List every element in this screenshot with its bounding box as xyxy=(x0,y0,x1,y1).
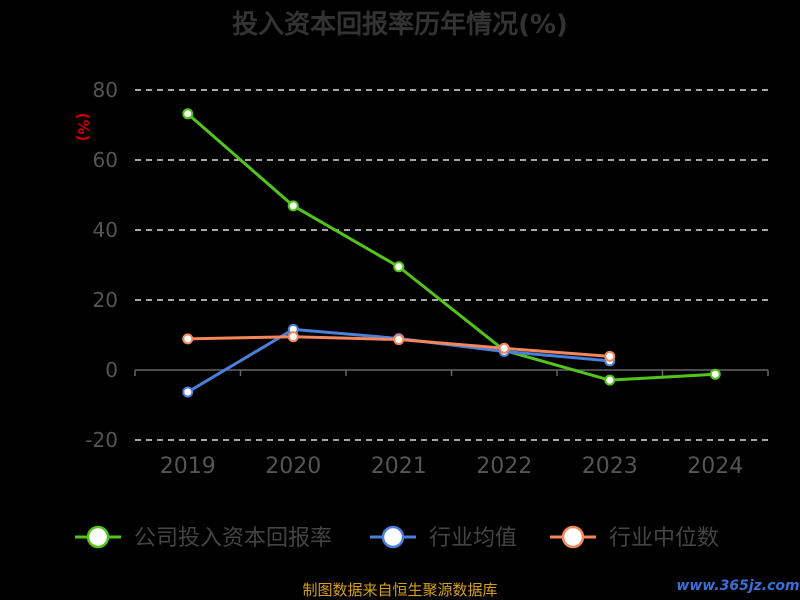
data-point xyxy=(604,350,616,362)
x-tick-label: 2022 xyxy=(476,454,532,479)
y-tick-label: 0 xyxy=(105,358,118,382)
watermark: www.365jz.com xyxy=(676,578,799,594)
series-1 xyxy=(182,108,721,386)
data-point xyxy=(182,333,194,345)
y-axis-label: (%) xyxy=(74,113,92,142)
chart-title: 投入资本回报率历年情况(%) xyxy=(232,9,568,40)
x-tick-label: 2021 xyxy=(371,454,427,479)
series-3 xyxy=(182,331,616,362)
legend-item[interactable]: 公司投入资本回报率 xyxy=(75,525,332,551)
data-point xyxy=(182,386,194,398)
grid-lines xyxy=(135,89,768,441)
data-point xyxy=(498,342,510,354)
legend-label: 公司投入资本回报率 xyxy=(134,526,332,551)
series-line xyxy=(186,112,716,382)
y-tick-label: 20 xyxy=(93,288,118,312)
y-tick-label: 40 xyxy=(93,218,118,242)
legend-marker xyxy=(86,525,110,549)
x-tick-label: 2019 xyxy=(160,454,216,479)
y-tick-label: 80 xyxy=(93,78,118,102)
data-point xyxy=(287,200,299,212)
data-point xyxy=(182,108,194,120)
legend-marker xyxy=(381,525,405,549)
x-tick-label: 2024 xyxy=(687,454,743,479)
x-axis xyxy=(134,369,769,376)
y-tick-label: -20 xyxy=(85,428,118,452)
data-point xyxy=(604,374,616,386)
data-point xyxy=(709,368,721,380)
legend-item[interactable]: 行业均值 xyxy=(370,525,517,551)
legend: 公司投入资本回报率 行业均值 行业中位数 xyxy=(75,525,719,551)
data-point xyxy=(393,334,405,346)
legend-marker xyxy=(561,525,585,549)
y-tick-labels: 80 60 40 20 0 -20 xyxy=(85,78,118,452)
series-lines xyxy=(182,108,721,398)
x-tick-labels: 2019 2020 2021 2022 2023 2024 xyxy=(160,454,744,479)
data-point xyxy=(393,261,405,273)
legend-label: 行业均值 xyxy=(429,526,517,551)
y-tick-label: 60 xyxy=(93,148,118,172)
data-point xyxy=(287,331,299,343)
source-note: 制图数据来自恒生聚源数据库 xyxy=(302,581,497,599)
legend-label: 行业中位数 xyxy=(609,526,719,551)
x-tick-label: 2020 xyxy=(265,454,321,479)
legend-item[interactable]: 行业中位数 xyxy=(550,525,719,551)
x-tick-label: 2023 xyxy=(582,454,638,479)
